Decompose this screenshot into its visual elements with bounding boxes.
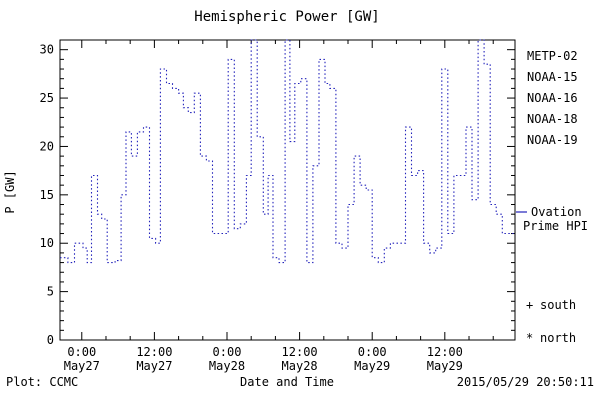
plot-credit: Plot: CCMC [6,375,78,389]
plot-timestamp: 2015/05/29 20:50:11 [457,375,594,389]
plot-border [59,39,516,341]
legend-noaa-15: NOAA-15 [527,70,578,84]
y-tick-label: 30 [40,43,54,57]
plot-frame [59,39,516,341]
y-tick-label: 0 [47,333,54,347]
legend-ovation-line1: Ovation [531,205,582,219]
legend-noaa-16: NOAA-16 [527,91,578,105]
y-tick-label: 20 [40,139,54,153]
chart-title: Hemispheric Power [GW] [194,9,379,25]
legend: METP-02 NOAA-15 NOAA-16 NOAA-18 NOAA-19 Ovati… [516,49,588,345]
axis-ticks [60,39,515,341]
x-axis-label: Date and Time [240,375,334,389]
y-axis-label: P [GW] [3,170,17,213]
x-tick-date: May28 [209,359,245,373]
y-tick-label: 25 [40,91,54,105]
y-tick-label: 10 [40,236,54,250]
x-tick-date: May29 [427,359,463,373]
x-tick-time: 12:00 [136,345,172,359]
hpi-step-line [60,39,515,264]
x-tick-date: May27 [136,359,172,373]
x-tick-time: 0:00 [67,345,96,359]
marker-label-south: south [540,298,576,312]
x-tick-time: 12:00 [427,345,463,359]
x-tick-date: May27 [64,359,100,373]
marker-label-north: north [540,331,576,345]
legend-noaa-18: NOAA-18 [527,112,578,126]
x-tick-time: 0:00 [213,345,242,359]
y-tick-label: 15 [40,188,54,202]
marker-symbol-south: + [526,298,533,312]
x-tick-date: May29 [354,359,390,373]
legend-ovation-line2: Prime HPI [523,219,588,233]
y-tick-label: 5 [47,285,54,299]
x-tick-time: 12:00 [282,345,318,359]
x-tick-date: May28 [282,359,318,373]
legend-noaa-19: NOAA-19 [527,133,578,147]
series-path-ovation-prime-hpi [60,39,515,264]
marker-symbol-north: * [526,331,533,345]
x-tick-time: 0:00 [358,345,387,359]
legend-metp-02: METP-02 [527,49,578,63]
axis-tick-labels: 0510152025300:00May2712:00May270:00May28… [40,43,463,373]
